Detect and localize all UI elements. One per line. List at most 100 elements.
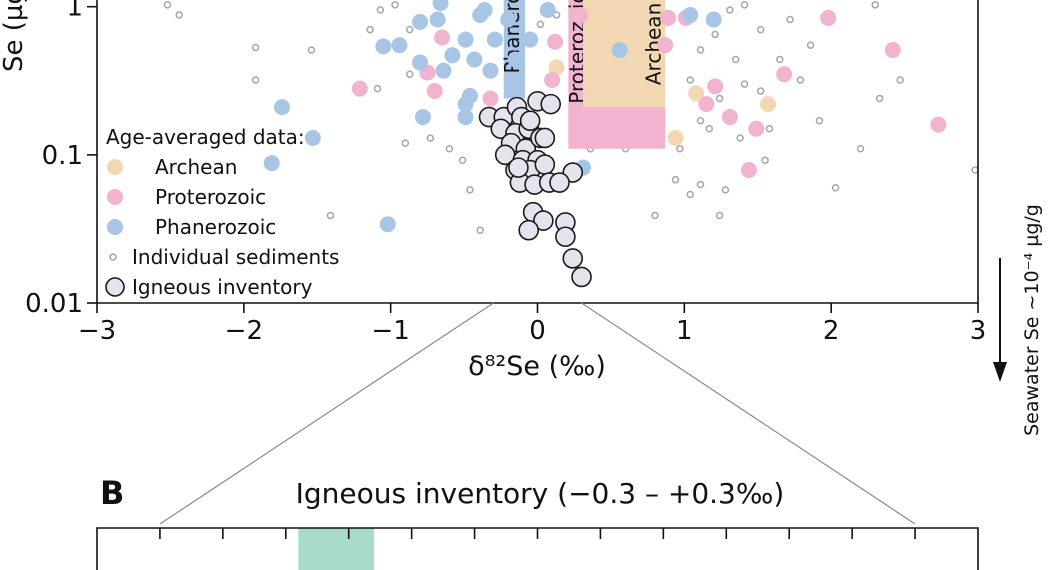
data-point	[627, 6, 644, 23]
legend-swatch	[107, 219, 123, 235]
data-point	[536, 20, 545, 29]
y-axis-label: Se (µg/g)	[0, 0, 29, 72]
data-point	[871, 1, 879, 9]
data-point	[414, 109, 431, 126]
y-tick-label: 0.1	[42, 141, 83, 171]
data-point	[274, 99, 291, 116]
data-point	[391, 1, 399, 9]
data-point	[571, 266, 592, 288]
data-point	[667, 129, 684, 146]
data-point	[721, 186, 730, 194]
data-point	[786, 15, 794, 24]
data-point	[711, 30, 719, 39]
data-point	[715, 94, 724, 103]
data-point	[539, 2, 556, 19]
data-point	[351, 80, 368, 97]
x-tick-label: 0	[529, 316, 546, 346]
data-point	[562, 248, 584, 269]
data-point	[458, 156, 467, 164]
data-point	[326, 211, 335, 220]
legend-swatch	[107, 159, 123, 175]
data-point	[776, 66, 793, 83]
data-point	[486, 31, 503, 48]
panel-title: Igneous inventory (−0.3 – +0.3‰)	[296, 477, 785, 510]
data-point	[726, 6, 734, 14]
data-point	[522, 31, 539, 48]
data-point	[930, 116, 947, 133]
data-point	[731, 55, 740, 64]
data-point	[251, 43, 260, 52]
data-point	[533, 210, 554, 231]
data-point	[856, 144, 865, 153]
x-tick-label: 2	[823, 316, 840, 346]
data-point	[657, 37, 674, 54]
annotation: Seawater Se ~10⁻⁴ µg/g	[1021, 204, 1043, 436]
data-point	[676, 144, 684, 153]
span	[298, 528, 374, 570]
data-point	[304, 129, 321, 146]
arrow-head	[993, 362, 1007, 382]
data-point	[366, 25, 374, 34]
data-point	[696, 180, 705, 189]
data-point	[555, 226, 576, 248]
data-point	[373, 84, 382, 93]
data-point	[307, 46, 316, 54]
data-point	[406, 25, 414, 34]
data-point	[740, 1, 749, 9]
data-point	[412, 54, 429, 71]
data-point	[896, 76, 904, 84]
data-point	[547, 33, 564, 50]
x-tick-label: −1	[372, 316, 410, 346]
data-point	[466, 51, 483, 68]
x-tick-label: 1	[676, 316, 693, 346]
data-point	[756, 25, 765, 34]
data-point	[482, 62, 499, 79]
data-point	[572, 6, 589, 23]
data-point	[376, 6, 385, 14]
data-point	[466, 186, 474, 194]
legend-label: Proterozoic	[155, 185, 266, 209]
zoom-line	[159, 302, 494, 525]
data-point	[445, 144, 454, 153]
data-point	[820, 9, 837, 26]
data-point	[815, 116, 824, 125]
data-point	[263, 155, 280, 172]
data-point	[429, 11, 446, 28]
data-point	[875, 94, 884, 103]
data-point	[519, 110, 541, 132]
legend-label: Phanerozoic	[155, 215, 276, 239]
data-point	[432, 0, 449, 11]
data-point	[698, 96, 715, 113]
data-point	[705, 11, 722, 28]
data-point	[776, 55, 784, 64]
data-point	[406, 70, 414, 79]
data-point	[721, 109, 738, 126]
data-point	[760, 96, 777, 113]
data-point	[251, 76, 260, 84]
data-point	[831, 183, 840, 192]
legend-label: Archean	[155, 155, 237, 179]
legend-swatch	[105, 277, 125, 297]
data-point	[175, 11, 183, 19]
data-point	[375, 38, 392, 55]
data-point	[611, 42, 628, 59]
x-tick-label: −3	[78, 316, 116, 346]
data-point	[544, 72, 561, 89]
x-axis-label: δ⁸²Se (‰)	[468, 351, 606, 382]
data-point	[540, 93, 562, 115]
legend-swatch	[109, 253, 117, 261]
data-point	[696, 116, 705, 125]
x-tick-label: −2	[225, 316, 263, 346]
data-point	[500, 11, 517, 28]
data-point	[507, 51, 524, 68]
data-point	[688, 85, 705, 102]
data-point	[476, 2, 493, 19]
data-point	[707, 78, 724, 95]
data-point	[748, 120, 765, 137]
data-point	[740, 80, 749, 88]
data-point	[682, 6, 699, 23]
data-point	[534, 154, 556, 175]
data-point	[971, 166, 979, 174]
data-point	[163, 1, 172, 9]
